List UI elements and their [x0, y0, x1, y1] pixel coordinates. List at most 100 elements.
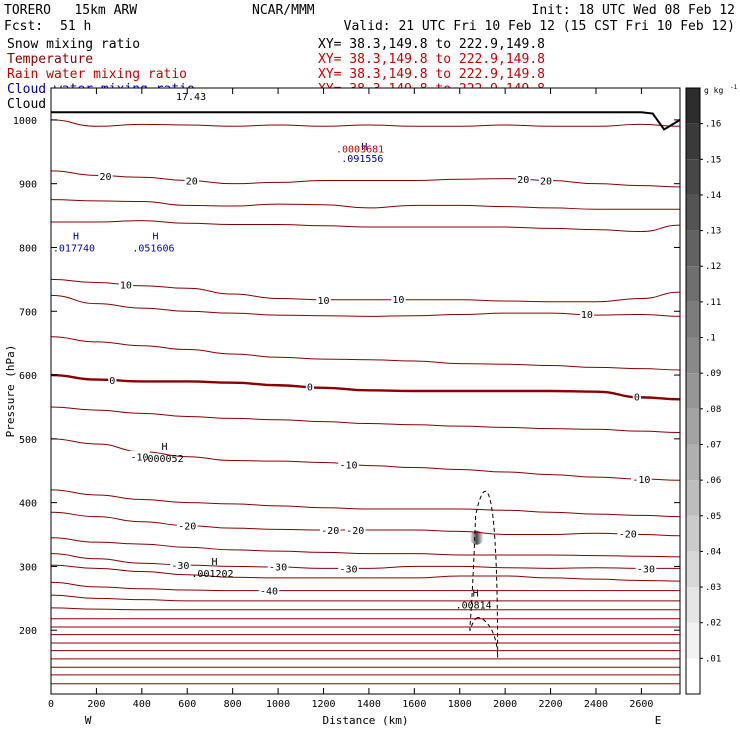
colorbar-ticks: .01 .02 .03 .04 .05 .06 .07 .08 .09 .1 .11 .12 .13 .1… [700, 84, 738, 664]
colorbar-tick-label: .15 [705, 155, 721, 165]
colorbar-segment [686, 230, 700, 267]
temperature-label: 10 [392, 295, 404, 306]
x-tick-label: 2000 [493, 699, 517, 710]
legend-entry-name: Temperature [7, 52, 93, 67]
plot-area: -40 -30 -30 -30 -30 -20 -20 -20 -20 -10 -10 -10 0 0 0 1… [50, 88, 681, 694]
temperature-contour [50, 537, 681, 558]
colorbar-segment [686, 551, 700, 588]
temperature-label-bg [267, 560, 289, 572]
temperature-label-bg [391, 293, 406, 305]
legend-entry-xy: XY= 38.3,149.8 to 222.9,149.8 [318, 67, 545, 82]
x-tick-label: 800 [224, 699, 242, 710]
temperature-label: 10 [317, 296, 329, 307]
temperature-label-bg [632, 390, 641, 402]
temperature-label: -40 [260, 587, 278, 598]
x-tick-label: 1200 [311, 699, 335, 710]
colorbar-segment [686, 337, 700, 374]
temperature-contour [50, 170, 681, 188]
colorbar-unit: g kg [704, 86, 723, 95]
init-label: Init: 18 UTC Wed 08 Feb 12 [532, 3, 736, 18]
temperature-label: -10 [339, 460, 357, 471]
colorbar-segment [686, 123, 700, 160]
valid-label: Valid: 21 UTC Fri 10 Feb 12 (15 CST Fri … [344, 19, 735, 34]
fcst-value: 51 h [60, 19, 91, 34]
temperature-contour [50, 438, 681, 481]
temperature-label: 10 [120, 280, 132, 291]
temperature-contour [50, 607, 680, 611]
colorbar-tick-label: .05 [705, 512, 721, 522]
extremum-marker: H [152, 231, 158, 242]
temperature-contour [50, 278, 681, 303]
x-tick-label: 1800 [448, 699, 472, 710]
colorbar-segment [686, 266, 700, 302]
temperature-label-bg [320, 524, 341, 536]
x-tick-label: 0 [48, 699, 54, 710]
x-axis-title: Distance (km) [322, 714, 408, 727]
colorbar-segment [686, 658, 700, 694]
legend-entry-xy: XY= 38.3,149.8 to 222.9,149.8 [318, 37, 545, 52]
colorbar-tick-label: .04 [705, 547, 721, 557]
extremum-value: .051606 [132, 243, 174, 254]
temperature-label-bg [338, 562, 359, 574]
temperature-label-bg [631, 473, 652, 485]
temperature-label-bg [98, 170, 113, 182]
extremum-value: .017740 [53, 243, 95, 254]
temperature-label: -30 [637, 564, 655, 575]
y-tick-label: 300 [19, 562, 37, 573]
colorbar-segment [686, 515, 700, 552]
temperature-contour [50, 220, 681, 233]
temperature-label-bg [118, 278, 134, 290]
colorbar-segment [686, 159, 700, 195]
temperature-contour [50, 489, 681, 518]
colorbar-tick-label: .14 [705, 191, 721, 201]
temperature-label-bg [635, 562, 657, 574]
y-tick-label: 1000 [13, 116, 37, 127]
extremum-marker: H [211, 557, 217, 568]
colorbar-tick-label: .1 [705, 334, 716, 344]
temperature-label-bg [129, 450, 150, 462]
colorbar-tick-label: .13 [705, 227, 721, 237]
colorbar-segment [686, 480, 700, 516]
temperature-label-bg [258, 584, 280, 596]
x-tick-label: 400 [133, 699, 151, 710]
extremum-value: .091556 [341, 154, 383, 165]
temperature-label: -20 [346, 526, 364, 537]
colorbar-segment [686, 587, 700, 623]
legend-entry-name: Rain water mixing ratio [7, 67, 187, 82]
colorbar-tick-label: .02 [705, 619, 721, 629]
colorbar-tick-label: .07 [705, 440, 721, 450]
extremum-value: .000052 [141, 454, 183, 465]
model-label: TORERO 15km ARW [4, 3, 137, 18]
y-tick-label: 600 [19, 371, 37, 382]
y-tick-label: 400 [19, 499, 37, 510]
x-tick-label: 1600 [402, 699, 426, 710]
legend-entry-name: Snow mixing ratio [7, 37, 140, 52]
extremum-marker: H [162, 442, 168, 453]
snow-shading-plume [469, 530, 484, 545]
axes: 0 200 400 600 800 1000 1200 1400 1600 1800 2000 220… [4, 87, 681, 727]
colorbar-tick-label: .11 [705, 298, 721, 308]
colorbar-frame [685, 87, 701, 695]
colorbar-segment [686, 408, 700, 445]
colorbar-tick-label: .12 [705, 262, 721, 272]
colorbar-segment [686, 88, 700, 124]
extremum-value: .00814 [456, 601, 492, 612]
temperature-label: 20 [517, 175, 529, 186]
header: TORERO 15km ARW NCAR/MMM Init: 18 UTC We… [4, 3, 735, 34]
temperature-label: 0 [634, 393, 640, 404]
colorbar-tick-label: .08 [705, 405, 721, 415]
ground-surface [51, 111, 681, 131]
temperature-label: 20 [540, 176, 552, 187]
temperature-label: 20 [186, 176, 198, 187]
colorbar: .01 .02 .03 .04 .05 .06 .07 .08 .09 .1 .11 .12 .13 .1… [685, 84, 738, 695]
colorbar-tick-label: .16 [705, 120, 721, 130]
y-axis-title: Pressure (hPa) [4, 345, 17, 438]
extremum-value: .0003681 [336, 145, 384, 156]
temperature-label-bg [184, 174, 199, 186]
colorbar-segment [686, 622, 700, 659]
temperature-label-bg [617, 527, 639, 539]
x-end-label-west: W [85, 714, 92, 727]
temperature-contour [50, 511, 681, 537]
